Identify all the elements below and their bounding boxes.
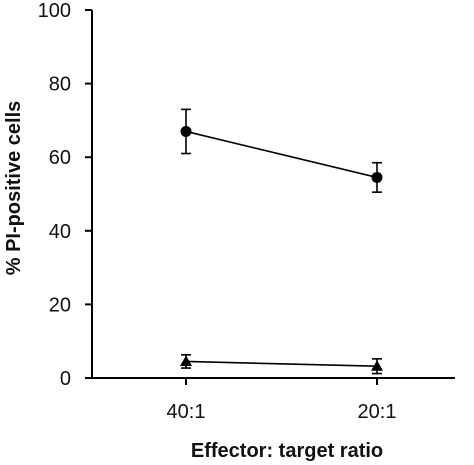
y-tick-label: 80 (49, 74, 71, 96)
series-line (185, 360, 378, 368)
y-tick-label: 40 (49, 221, 71, 243)
y-ticks: 0 20 40 60 80 100 (38, 0, 92, 390)
x-ticks: 40:1 20:1 (167, 378, 397, 423)
data-point (371, 171, 383, 183)
data-point (180, 125, 192, 137)
x-tick-label: 20:1 (358, 401, 397, 423)
y-tick-label: 100 (38, 0, 71, 22)
series-line (185, 130, 378, 179)
y-tick-label: 0 (60, 368, 71, 390)
y-tick-label: 60 (49, 147, 71, 169)
series-layer (180, 108, 383, 375)
series-2 (180, 354, 383, 375)
x-axis-title: Effector: target ratio (191, 440, 383, 462)
y-axis-title: % PI-positive cells (3, 101, 25, 276)
series-1 (180, 108, 383, 193)
y-tick-label: 20 (49, 294, 71, 316)
data-point (371, 360, 383, 371)
x-tick-label: 40:1 (167, 401, 206, 423)
data-point (180, 355, 192, 366)
